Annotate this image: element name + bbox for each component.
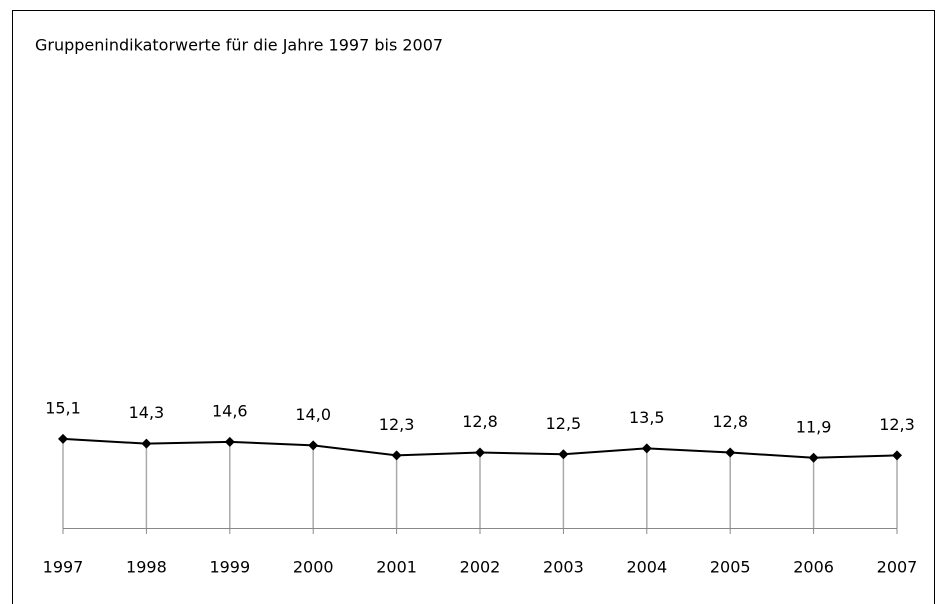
x-tick-label: 2005	[710, 558, 751, 577]
x-tick-label: 2007	[877, 558, 918, 577]
data-label: 14,6	[212, 401, 248, 420]
data-marker	[308, 440, 319, 451]
data-marker	[725, 447, 736, 458]
x-tick-label: 2004	[626, 558, 667, 577]
x-tick-label: 2006	[793, 558, 834, 577]
x-tick-label: 2001	[376, 558, 417, 577]
data-marker	[808, 452, 819, 463]
data-label: 14,0	[295, 405, 331, 424]
x-tick-label: 2003	[543, 558, 584, 577]
x-tick-label: 2002	[460, 558, 501, 577]
data-label: 12,3	[879, 415, 915, 434]
data-marker	[892, 450, 902, 461]
chart-frame	[12, 10, 935, 604]
x-tick-label: 1998	[126, 558, 167, 577]
data-label: 12,8	[462, 412, 498, 431]
data-label: 15,1	[45, 398, 81, 417]
data-marker	[558, 449, 569, 460]
chart-title: Gruppenindikatorwerte für die Jahre 1997…	[35, 36, 443, 55]
data-label: 13,5	[629, 408, 665, 427]
data-label: 12,3	[379, 415, 415, 434]
x-tick-label: 1999	[209, 558, 250, 577]
data-label: 11,9	[796, 417, 832, 436]
data-marker	[224, 436, 235, 447]
data-marker	[141, 438, 152, 449]
data-marker	[475, 447, 485, 458]
data-label: 12,8	[712, 412, 748, 431]
data-label: 14,3	[129, 403, 165, 422]
data-marker	[391, 450, 402, 461]
data-label: 12,5	[546, 414, 582, 433]
data-marker	[58, 433, 68, 444]
x-tick-label: 1997	[43, 558, 84, 577]
x-tick-label: 2000	[293, 558, 334, 577]
data-marker	[641, 443, 652, 454]
